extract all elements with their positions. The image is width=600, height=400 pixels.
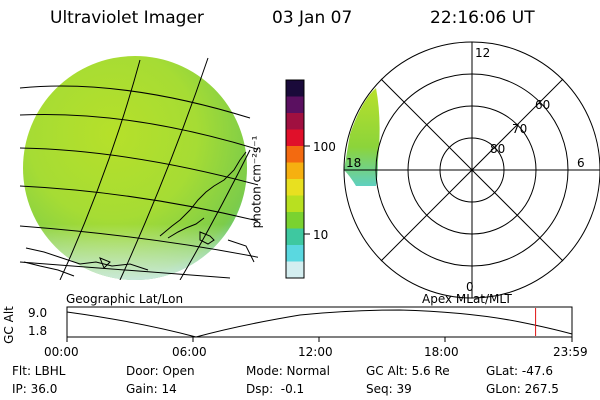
polar-label-18: 18: [346, 156, 362, 170]
colorbar-segment: [286, 129, 304, 147]
altplot-xtick-1200: 12:00: [298, 345, 333, 359]
altplot-ylabel: GC Alt: [1, 306, 16, 344]
colorbar-segment: [286, 245, 304, 262]
colorbar-segment: [286, 96, 304, 114]
altplot-xtick-0000: 00:00: [44, 345, 79, 359]
polar-label-70: 70: [512, 122, 528, 136]
display-value: Dsp: -0.1: [246, 382, 305, 396]
colorbar-tick-100: 100: [313, 140, 336, 154]
altplot-xtick-0600: 06:00: [172, 345, 207, 359]
colorbar-segment: [286, 261, 304, 279]
gc-altitude: GC Alt: 5.6 Re: [366, 364, 450, 378]
apex-caption: Apex MLat/MLT: [422, 292, 512, 306]
polar-label-80: 80: [490, 142, 506, 156]
altplot-xtick-2359: 23:59: [553, 345, 588, 359]
mode-status: Mode: Normal: [246, 364, 330, 378]
altplot-xtick-1800: 18:00: [424, 345, 459, 359]
polar-label-12: 12: [475, 46, 491, 60]
polar-label-0: 0: [466, 280, 474, 294]
colorbar-segment: [286, 162, 304, 180]
altplot-ytick-bottom: 1.8: [28, 324, 48, 338]
polar-label-60: 60: [535, 98, 551, 112]
instrument-title: Ultraviolet Imager: [50, 8, 204, 28]
colorbar: [285, 79, 305, 279]
altplot-ytick-top: 9.0: [28, 306, 48, 320]
geographic-caption: Geographic Lat/Lon: [66, 292, 184, 306]
polar-label-6: 6: [577, 156, 585, 170]
colorbar-segment: [286, 228, 304, 246]
gain-value: Gain: 14: [126, 382, 177, 396]
colorbar-segment: [286, 80, 304, 97]
colorbar-segment: [286, 146, 304, 163]
date-label: 03 Jan 07: [272, 8, 353, 28]
door-status: Door: Open: [126, 364, 195, 378]
colorbar-segment: [286, 212, 304, 229]
ip-value: IP: 36.0: [12, 382, 58, 396]
aurora-oval: [344, 88, 380, 186]
colorbar-segment: [286, 195, 304, 213]
geo-latitude: GLat: -47.6: [486, 364, 553, 378]
sequence-number: Seq: 39: [366, 382, 412, 396]
colorbar-tick-10: 10: [313, 228, 329, 242]
time-label: 22:16:06 UT: [430, 8, 535, 28]
polar-plot: [343, 41, 600, 299]
altitude-curve: [66, 309, 573, 338]
colorbar-border: [285, 79, 305, 279]
geo-longitude: GLon: 267.5: [486, 382, 559, 396]
flight-filter: Flt: LBHL: [12, 364, 66, 378]
colorbar-segment: [286, 113, 304, 130]
uv-earth-disk: [19, 56, 258, 280]
altitude-plot: [66, 306, 573, 342]
colorbar-label: photon cm⁻²s⁻¹: [249, 135, 264, 229]
colorbar-segment: [286, 179, 304, 196]
